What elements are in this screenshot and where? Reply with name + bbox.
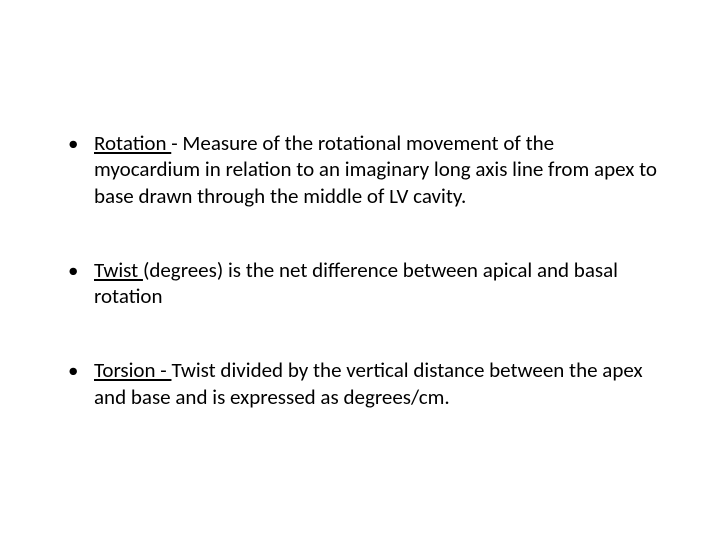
definition-text: - Measure of the rotational movement of …	[94, 130, 657, 209]
definition-text: (degrees) is the net difference between …	[94, 257, 618, 309]
slide: Rotation - Measure of the rotational mov…	[0, 0, 720, 540]
list-item: Torsion - Twist divided by the vertical …	[60, 357, 660, 410]
definition-text: Twist divided by the vertical distance b…	[94, 357, 643, 409]
term: Twist	[94, 257, 143, 283]
list-item: Twist (degrees) is the net difference be…	[60, 257, 660, 310]
term: Torsion -	[94, 357, 171, 383]
bullet-list: Rotation - Measure of the rotational mov…	[60, 130, 660, 410]
term: Rotation	[94, 130, 171, 156]
list-item: Rotation - Measure of the rotational mov…	[60, 130, 660, 209]
